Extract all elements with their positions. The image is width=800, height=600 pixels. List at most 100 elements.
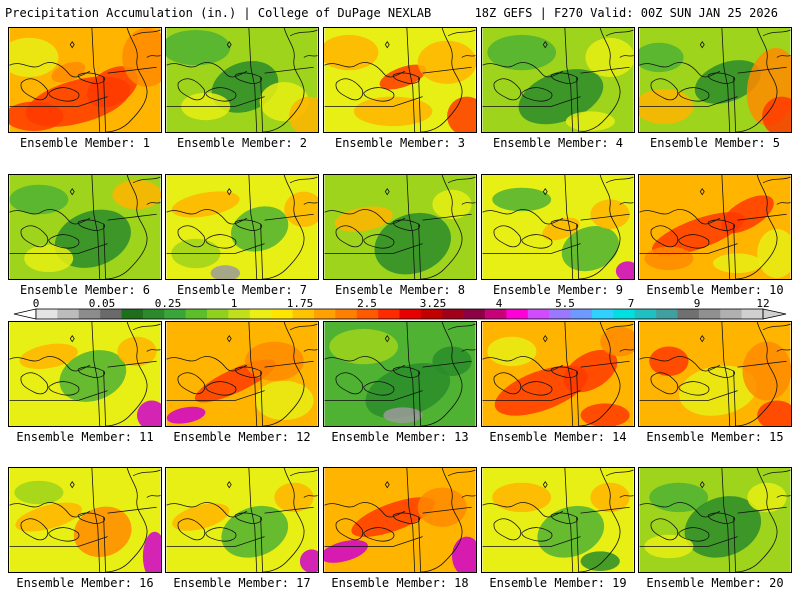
- precip-area: [679, 365, 757, 416]
- colorbar-tick-labels: 0 0.05 0.25 1 1.75 2.5 3.25 4 5.5 7 9 12: [0, 297, 800, 311]
- map-boundaries: [482, 28, 634, 132]
- precip-map: [165, 467, 319, 573]
- precip-field: [482, 28, 634, 132]
- precip-area: [649, 346, 689, 376]
- precip-field: [639, 175, 791, 279]
- ensemble-panel-4: Ensemble Member: 4: [481, 27, 635, 150]
- precip-field: [324, 28, 476, 132]
- member-label: Ensemble Member: 16: [16, 576, 154, 590]
- member-label: Ensemble Member: 14: [489, 430, 627, 444]
- precip-area: [487, 336, 537, 367]
- ensemble-panel-20: Ensemble Member: 20: [638, 467, 792, 590]
- precip-area: [351, 497, 435, 537]
- member-label: Ensemble Member: 12: [173, 430, 311, 444]
- precip-field: [9, 175, 161, 279]
- colorbar-tick: 12: [756, 297, 770, 310]
- map-boundaries: [324, 28, 476, 132]
- precip-field: [639, 468, 791, 572]
- colorbar-tick: 0.05: [88, 297, 116, 310]
- colorbar-swatch: [485, 309, 507, 319]
- colorbar-swatch: [506, 309, 529, 319]
- precip-area: [684, 496, 762, 558]
- precip-area: [87, 66, 138, 108]
- run-info: 18Z GEFS | F270 Valid: 00Z SUN JAN 25 20…: [474, 6, 778, 20]
- precip-area: [9, 184, 69, 215]
- colorbar-swatch: [656, 309, 678, 319]
- precip-field: [482, 322, 634, 426]
- member-label: Ensemble Member: 18: [331, 576, 469, 590]
- colorbar-swatch: [121, 309, 144, 319]
- precip-area: [142, 531, 161, 572]
- precip-area: [122, 28, 161, 87]
- colorbar-swatch: [634, 309, 657, 319]
- precip-area: [172, 503, 230, 531]
- precip-map: [323, 321, 477, 427]
- precip-area: [365, 363, 451, 419]
- precip-area: [284, 191, 318, 227]
- precip-map: [8, 174, 162, 280]
- colorbar-swatch: [57, 309, 80, 319]
- colorbar-swatch: [271, 309, 293, 319]
- precip-area: [518, 69, 604, 125]
- precip-area: [713, 253, 763, 274]
- precip-map: [165, 321, 319, 427]
- precip-area: [600, 326, 634, 357]
- colorbar-tick: 0: [32, 297, 40, 310]
- member-label: Ensemble Member: 6: [19, 283, 151, 297]
- map-boundaries: [9, 28, 161, 132]
- member-label: Ensemble Member: 11: [16, 430, 154, 444]
- precip-field: [324, 175, 476, 279]
- colorbar-swatch: [378, 309, 400, 319]
- colorbar-tick: 9: [693, 297, 701, 310]
- map-boundaries: [324, 468, 476, 572]
- precip-area: [353, 96, 433, 127]
- precip-field: [166, 28, 318, 132]
- ensemble-panel-10: Ensemble Member: 10: [638, 174, 792, 297]
- colorbar-swatch: [698, 309, 721, 319]
- precip-area: [615, 261, 634, 279]
- colorbar-arrow-right: [762, 308, 787, 320]
- colorbar-tick: 1.75: [286, 297, 314, 310]
- precip-map: [323, 174, 477, 280]
- colorbar-swatch: [142, 309, 165, 319]
- colorbar-swatch: [249, 309, 272, 319]
- precip-field: [482, 175, 634, 279]
- precip-area: [432, 346, 472, 376]
- member-label: Ensemble Member: 5: [649, 136, 781, 150]
- colorbar-swatch: [313, 309, 336, 319]
- map-boundaries: [324, 322, 476, 426]
- precip-area: [379, 64, 427, 90]
- precip-map: [8, 467, 162, 573]
- colorbar-swatch: [720, 309, 742, 319]
- precip-area: [580, 551, 620, 572]
- precip-area: [299, 549, 318, 572]
- colorbar-swatch: [591, 309, 614, 319]
- map-boundaries: [9, 322, 161, 426]
- precip-area: [171, 191, 240, 218]
- precip-area: [417, 40, 476, 84]
- colorbar-swatch: [100, 309, 122, 319]
- member-label: Ensemble Member: 9: [492, 283, 624, 297]
- precip-map: [8, 321, 162, 427]
- ensemble-panel-14: Ensemble Member: 14: [481, 321, 635, 444]
- member-label: Ensemble Member: 7: [176, 283, 308, 297]
- member-label: Ensemble Member: 3: [334, 136, 466, 150]
- map-boundaries: [166, 322, 318, 426]
- precip-area: [166, 29, 231, 66]
- precip-area: [24, 244, 74, 273]
- precip-area: [649, 482, 709, 513]
- precip-area: [487, 34, 557, 71]
- precip-area: [742, 341, 791, 401]
- precip-area: [762, 96, 791, 132]
- colorbar-swatch: [164, 309, 186, 319]
- precip-area: [254, 380, 314, 421]
- colorbar-swatch: [570, 309, 593, 319]
- member-label: Ensemble Member: 2: [176, 136, 308, 150]
- precip-map: [323, 27, 477, 133]
- member-label: Ensemble Member: 10: [646, 283, 784, 297]
- map-boundaries: [482, 322, 634, 426]
- ensemble-panel-1: Ensemble Member: 1: [8, 27, 162, 150]
- member-label: Ensemble Member: 15: [646, 430, 784, 444]
- precip-field: [166, 468, 318, 572]
- precip-area: [73, 506, 132, 557]
